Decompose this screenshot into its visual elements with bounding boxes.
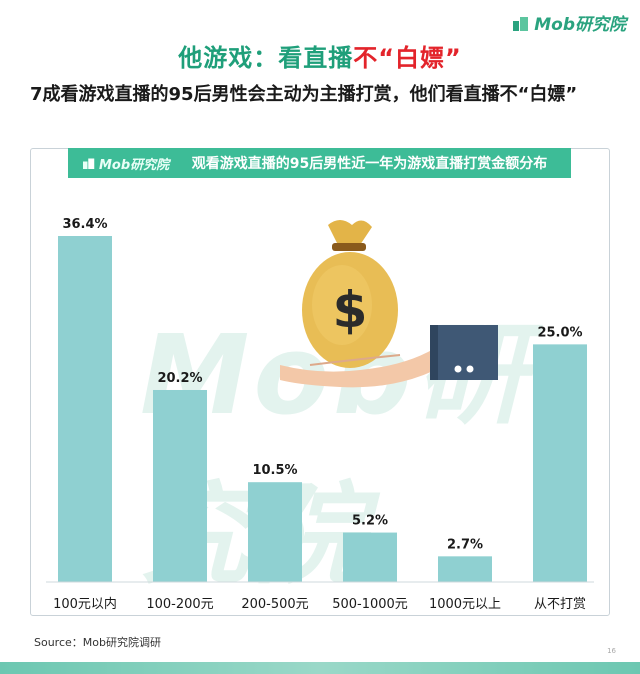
headline-part-3: “白嫖” (378, 44, 462, 72)
banner-brand-name: Mob研究院 (99, 157, 170, 173)
bar-3 (248, 482, 302, 582)
headline-part-2: 不 (353, 44, 379, 72)
chart-title: 观看游戏直播的95后男性近一年为游戏直播打赏金额分布 (191, 156, 548, 172)
data-label-1: 36.4% (62, 217, 107, 232)
page-number: 16 (607, 647, 616, 655)
data-label-3: 10.5% (252, 463, 297, 478)
bar-2 (153, 389, 207, 582)
category-label-2: 100-200元 (146, 597, 213, 612)
headline-part-1: 他游戏：看直播 (178, 44, 354, 72)
bar-4 (343, 532, 397, 582)
chart-banner: Mob研究院 观看游戏直播的95后男性近一年为游戏直播打赏金额分布 (68, 148, 571, 178)
building-logo-icon (513, 16, 529, 31)
bar-6 (533, 344, 587, 582)
footer-bar (0, 662, 640, 674)
data-label-4: 5.2% (352, 514, 388, 529)
brand-logo: Mob研究院 (512, 10, 626, 35)
dollar-sign: $ (333, 281, 368, 339)
bar-1 (58, 236, 112, 582)
brand-name: Mob研究院 (534, 15, 626, 35)
banner-brand: Mob研究院 (82, 154, 169, 173)
category-label-3: 200-500元 (241, 597, 308, 612)
building-logo-icon (83, 158, 95, 169)
category-label-1: 100元以内 (53, 596, 117, 612)
data-label-5: 2.7% (447, 537, 483, 552)
source-note: Source：Mob研究院调研 (34, 636, 161, 649)
money-bag-on-hand-icon: $ (280, 220, 498, 388)
page-subtitle: 7成看游戏直播的95后男性会主动为主播打赏，他们看直播不“白嫖” (30, 84, 578, 105)
category-label-4: 500-1000元 (332, 597, 408, 612)
category-label-5: 1000元以上 (429, 597, 501, 612)
bar-5 (438, 556, 492, 582)
page-headline: 他游戏：看直播不“白嫖” (0, 38, 640, 73)
data-label-2: 20.2% (157, 371, 202, 386)
category-label-6: 从不打赏 (534, 597, 586, 612)
data-label-6: 25.0% (537, 325, 582, 340)
